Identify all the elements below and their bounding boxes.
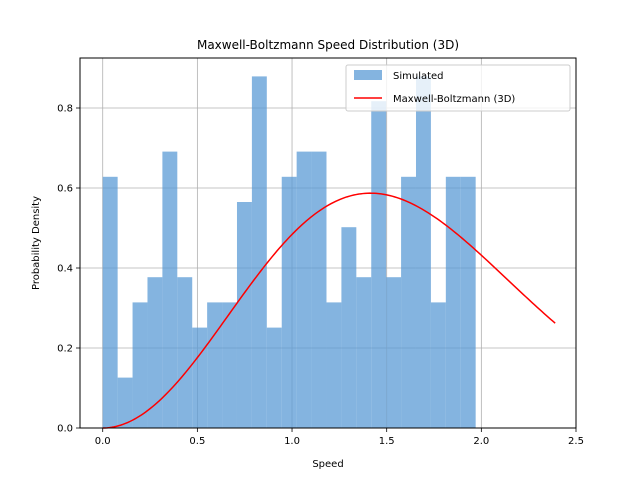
- legend-label-simulated: Simulated: [393, 71, 444, 82]
- maxwell-boltzmann-curve: [102, 192, 556, 429]
- histogram-bar: [222, 302, 237, 428]
- histogram-bar: [296, 151, 312, 428]
- y-tick-label: 0.0: [57, 424, 73, 435]
- histogram-bar: [192, 327, 208, 428]
- x-tick-label: 2.5: [568, 436, 584, 447]
- histogram-bar: [401, 176, 416, 428]
- histogram-bar: [102, 176, 118, 428]
- y-tick-label: 0.6: [57, 184, 73, 195]
- histogram-bar: [386, 277, 402, 428]
- legend: Simulated Maxwell-Boltzmann (3D): [345, 64, 571, 112]
- histogram-bar: [430, 302, 446, 428]
- x-tick-label: 2.0: [473, 436, 489, 447]
- histogram-bar: [251, 76, 267, 429]
- histogram-bar: [326, 302, 342, 428]
- histogram-bar: [311, 151, 327, 428]
- y-axis-ticks: 0.0 0.2 0.4 0.6 0.8: [57, 104, 80, 435]
- histogram-bar: [207, 302, 223, 428]
- x-tick-label: 1.0: [284, 436, 300, 447]
- chart-title: Maxwell-Boltzmann Speed Distribution (3D…: [197, 38, 459, 52]
- curve-group: [102, 192, 556, 429]
- legend-swatch-simulated: [354, 70, 382, 80]
- histogram-bar: [236, 202, 252, 428]
- histogram-bar: [281, 176, 297, 428]
- plot-frame: [79, 57, 577, 429]
- histogram-bar: [371, 101, 387, 428]
- x-tick-label: 0.0: [95, 436, 111, 447]
- y-tick-label: 0.4: [57, 264, 73, 275]
- y-tick-label: 0.2: [57, 344, 73, 355]
- histogram-bar: [415, 76, 431, 429]
- histogram-bar: [460, 176, 476, 428]
- histogram-bar: [341, 227, 357, 428]
- legend-label-maxwell-boltzmann: Maxwell-Boltzmann (3D): [393, 94, 515, 105]
- x-tick-label: 0.5: [189, 436, 205, 447]
- histogram-bar: [132, 302, 148, 428]
- x-axis-ticks: 0.0 0.5 1.0 1.5 2.0 2.5: [95, 428, 584, 447]
- histogram-bar: [162, 151, 178, 428]
- histogram-bar: [356, 277, 372, 428]
- histogram-bar: [445, 176, 461, 428]
- y-tick-label: 0.8: [57, 104, 73, 115]
- y-axis-label: Probability Density: [31, 196, 42, 290]
- histogram-bar: [117, 377, 133, 428]
- histogram-bar: [266, 327, 282, 428]
- histogram-bar: [177, 277, 193, 428]
- x-tick-label: 1.5: [379, 436, 395, 447]
- histogram-bars: [102, 76, 476, 429]
- legend-box: [345, 64, 571, 112]
- histogram-bar: [147, 277, 163, 428]
- x-axis-label: Speed: [312, 459, 343, 470]
